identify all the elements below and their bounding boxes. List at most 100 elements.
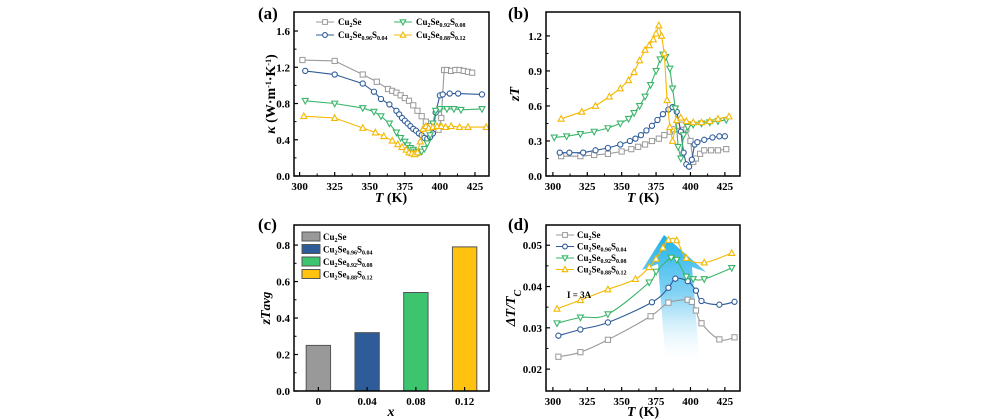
data-point xyxy=(562,243,568,250)
data-point xyxy=(655,135,662,142)
data-point xyxy=(646,82,655,90)
data-point xyxy=(682,116,691,125)
axes-b: 0.0 0.3 0.6 0.9 1.2 300 325 350 375 400 425 xyxy=(528,31,733,193)
x-tick-label: 300 xyxy=(545,396,562,408)
data-point xyxy=(660,49,669,57)
data-point xyxy=(631,274,640,283)
data-point xyxy=(450,106,458,114)
data-point xyxy=(628,146,635,153)
data-point xyxy=(370,88,378,95)
data-point xyxy=(618,148,625,155)
data-point xyxy=(676,113,685,121)
data-point xyxy=(416,137,425,145)
data-point xyxy=(576,295,585,304)
x-tick-label: 0.12 xyxy=(455,396,475,408)
panel-d-delta-t: (d) 0.02 0.03 0.04 0.05 300 325 350 375 400 425 T… xyxy=(504,215,741,420)
data-point xyxy=(431,107,440,116)
data-point xyxy=(393,139,402,148)
y-axis-title-a: κ (W·m-1·K-1) xyxy=(264,54,280,134)
data-point xyxy=(676,155,685,163)
data-point xyxy=(371,128,380,136)
data-point xyxy=(447,121,456,130)
x-tick-label: 325 xyxy=(579,396,596,408)
data-point xyxy=(688,298,695,305)
data-point xyxy=(302,67,309,75)
data-point xyxy=(556,149,563,156)
x-tick-label: 300 xyxy=(545,181,562,193)
x-tick-label: 400 xyxy=(432,181,449,193)
x-axis-title-a: T (K) xyxy=(375,191,408,206)
data-point xyxy=(437,121,446,130)
legend-item: Cu2​Se0.88​S0.12​ xyxy=(301,269,373,282)
bar xyxy=(305,344,332,392)
y-tick-label: 0.6 xyxy=(528,101,542,113)
data-point xyxy=(685,163,693,170)
y-tick-label: 0.6 xyxy=(276,277,290,289)
data-point xyxy=(645,279,654,287)
legend-label: Cu2​Se0.88​S0.12​ xyxy=(323,270,373,282)
data-point xyxy=(714,114,722,122)
legend-swatch xyxy=(301,269,321,279)
data-point xyxy=(692,307,700,314)
data-point xyxy=(457,106,465,115)
data-point xyxy=(645,262,654,271)
data-point xyxy=(687,137,694,145)
data-point xyxy=(648,299,656,306)
legend-item: Cu2​Se0.96​S0.04​ xyxy=(301,244,373,257)
data-point xyxy=(648,137,656,145)
axes-frame-a xyxy=(293,11,490,177)
y-tick-label: 0.04 xyxy=(523,282,543,294)
data-point xyxy=(454,90,462,97)
data-point xyxy=(562,232,568,238)
data-point xyxy=(373,78,380,85)
data-point xyxy=(553,304,561,312)
data-point xyxy=(643,127,650,134)
data-point xyxy=(591,101,600,109)
data-point xyxy=(725,112,733,120)
data-point xyxy=(661,132,668,139)
data-point xyxy=(385,120,394,128)
data-point xyxy=(716,336,723,343)
data-point xyxy=(439,91,446,98)
data-point xyxy=(330,100,339,108)
data-point xyxy=(700,276,709,284)
x-tick-label: 325 xyxy=(326,181,343,193)
x-axis-title-c: x xyxy=(387,405,395,420)
data-point xyxy=(576,314,585,322)
series-Cu2Se0.92S0.08 xyxy=(553,254,736,328)
legend-label: Cu2​Se0.88​S0.12​ xyxy=(416,30,466,42)
data-point xyxy=(637,131,645,139)
data-point xyxy=(577,107,586,115)
data-point xyxy=(630,67,638,76)
data-point xyxy=(635,56,644,64)
data-point xyxy=(645,40,654,49)
data-point xyxy=(299,111,308,120)
series-Cu2Se xyxy=(555,296,738,360)
data-point xyxy=(414,107,421,114)
plot-area-a xyxy=(299,56,491,158)
x-axis-title-d: T (K) xyxy=(627,405,660,420)
series-Cu2Se0.88S0.12 xyxy=(553,235,736,312)
bar xyxy=(451,246,478,392)
data-point xyxy=(697,117,706,126)
x-tick-label: 0.04 xyxy=(358,396,378,408)
legend-swatch xyxy=(301,231,321,242)
data-point xyxy=(410,102,417,109)
axes-frame-c xyxy=(293,224,490,392)
data-point xyxy=(330,113,339,121)
data-point xyxy=(727,264,736,273)
data-point xyxy=(649,35,658,43)
data-point xyxy=(377,113,385,121)
data-point xyxy=(398,142,406,150)
series-Cu2Se0.96S0.04 xyxy=(555,275,738,339)
axes-c: 0.0 0.2 0.4 0.6 0.8 0 0.04 0.08 0.12 xyxy=(276,240,475,408)
panel-a-thermal-conductivity: (a) 0.0 0.4 0.8 1.2 1.6 300 325 350 375 400 425 T … xyxy=(258,4,491,206)
x-tick-label: 425 xyxy=(717,396,734,408)
data-point xyxy=(652,268,660,277)
panel-c-zt-avg: (c) 0.0 0.2 0.4 0.6 0.8 0 0.04 0.08 0.12 x zTavg… xyxy=(258,215,490,420)
data-point xyxy=(396,134,405,143)
y-tick-label: 0.02 xyxy=(523,364,543,376)
data-point xyxy=(405,97,413,104)
legend-item: Cu2​Se0.92​S0.08​ xyxy=(301,256,373,269)
